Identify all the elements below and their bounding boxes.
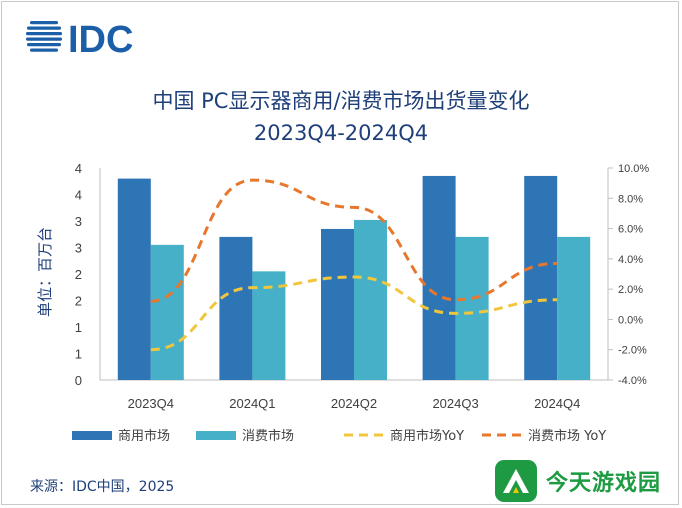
y-left-tick-label: 1 xyxy=(75,320,82,335)
y-right-tick-label: -4.0% xyxy=(618,375,647,387)
x-tick-label: 2023Q4 xyxy=(128,396,174,411)
bar-consumer xyxy=(354,219,387,380)
y-right-tick-label: 0.0% xyxy=(618,314,643,326)
bar-commercial xyxy=(422,175,456,380)
watermark-logo-icon xyxy=(495,460,537,502)
bar-consumer xyxy=(150,244,184,380)
source-note: 来源：IDC中国，2025 xyxy=(30,479,175,495)
y-left-tick-label: 0 xyxy=(75,373,82,388)
bar-consumer xyxy=(455,236,489,380)
y-left-tick-label: 2 xyxy=(75,267,82,282)
bar-commercial xyxy=(321,228,354,380)
x-tick-label: 2024Q1 xyxy=(229,396,275,411)
y-right-tick-label: 10.0% xyxy=(618,163,649,175)
y-right-tick-label: 8.0% xyxy=(618,193,643,205)
logo-text: IDC xyxy=(68,19,133,58)
x-tick-label: 2024Q2 xyxy=(331,396,377,411)
x-tick-label: 2024Q4 xyxy=(534,396,580,411)
legend-label: 商用市场 xyxy=(118,428,170,444)
legend-swatch xyxy=(72,431,112,440)
y-axis-title: 单位：百万台 xyxy=(36,227,54,317)
idc-logo: IDC xyxy=(24,14,164,62)
chart-title: 中国 PC显示器商用/消费市场出货量变化 xyxy=(152,89,530,113)
y-left-tick-label: 1 xyxy=(75,347,82,362)
chart-subtitle: 2023Q4-2024Q4 xyxy=(253,121,429,145)
legend-label: 商用市场YoY xyxy=(390,428,464,444)
bar-consumer xyxy=(252,271,286,380)
y-right-tick-label: -2.0% xyxy=(618,345,647,357)
x-tick-label: 2024Q3 xyxy=(432,396,478,411)
bar-commercial xyxy=(219,236,253,380)
legend-label: 消费市场 YoY xyxy=(528,428,606,444)
y-right-tick-label: 2.0% xyxy=(618,284,643,296)
y-right-tick-label: 4.0% xyxy=(618,254,643,266)
y-left-tick-label: 4 xyxy=(75,161,82,176)
legend-label: 消费市场 xyxy=(242,428,294,444)
chart-svg: 0 1 1 2 2 3 3 4 4 -4.0% -2.0% 0.0% 2.0% 4.0% 6.0% 8.0% 1… xyxy=(36,161,649,444)
y-left-tick-label: 4 xyxy=(75,188,82,203)
y-left-tick-label: 3 xyxy=(75,214,82,229)
watermark: 今天游戏园 xyxy=(494,458,678,504)
legend-swatch xyxy=(196,431,236,440)
y-left-tick-label: 3 xyxy=(75,241,82,256)
globe-icon xyxy=(26,21,62,52)
line-commercial-yoy xyxy=(150,275,558,352)
y-left-tick-label: 2 xyxy=(75,294,82,309)
bar-commercial xyxy=(117,178,151,380)
watermark-text: 今天游戏园 xyxy=(546,471,662,496)
line-consumer-yoy xyxy=(150,178,558,303)
bar-consumer xyxy=(557,236,591,380)
bar-commercial xyxy=(524,175,558,380)
y-right-tick-label: 6.0% xyxy=(618,224,643,236)
